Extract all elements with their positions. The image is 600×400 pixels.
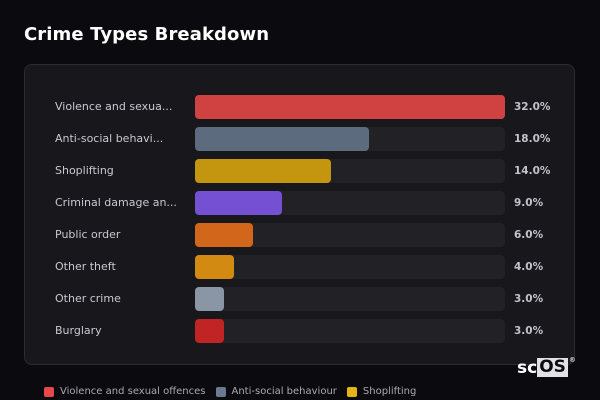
legend-swatch-icon: [215, 386, 226, 397]
bar-value: 3.0%: [514, 325, 544, 337]
bar-track: [195, 159, 505, 183]
bar-row: Other crime 3.0%: [25, 287, 574, 311]
bar-row: Other theft 4.0%: [25, 255, 574, 279]
bar-track: [195, 287, 505, 311]
bar-label: Public order: [55, 228, 121, 241]
legend-item[interactable]: Shoplifting: [346, 386, 417, 397]
bar-label: Violence and sexua...: [55, 100, 173, 113]
bar-track: [195, 95, 505, 119]
bar-value: 4.0%: [514, 261, 544, 273]
bar[interactable]: [195, 319, 224, 343]
bar[interactable]: [195, 287, 224, 311]
bar-row: Criminal damage an... 9.0%: [25, 191, 574, 215]
chart-card: Violence and sexua... 32.0% Anti-social …: [24, 64, 575, 365]
bar-track: [195, 319, 505, 343]
bar-label: Shoplifting: [55, 164, 114, 177]
bar-label: Criminal damage an...: [55, 196, 177, 209]
watermark-logo: sc OS ®: [517, 356, 576, 378]
bar-row: Burglary 3.0%: [25, 319, 574, 343]
bar[interactable]: [195, 223, 253, 247]
bar-label: Other theft: [55, 260, 116, 273]
legend-label: Anti-social behaviour: [231, 386, 337, 397]
bar-track: [195, 191, 505, 215]
legend-item[interactable]: Violence and sexual offences: [44, 386, 206, 397]
bar[interactable]: [195, 191, 282, 215]
legend-label: Violence and sexual offences: [60, 386, 206, 397]
bar-row: Public order 6.0%: [25, 223, 574, 247]
bar[interactable]: [195, 159, 331, 183]
bar-row: Shoplifting 14.0%: [25, 159, 574, 183]
bar-value: 3.0%: [514, 293, 544, 305]
chart-legend: Violence and sexual offences Anti-social…: [44, 386, 416, 397]
bar[interactable]: [195, 127, 369, 151]
bar-track: [195, 127, 505, 151]
registered-mark: ®: [568, 356, 576, 364]
bar-value: 9.0%: [514, 197, 544, 209]
bar-value: 14.0%: [514, 165, 551, 177]
bar-value: 32.0%: [514, 101, 551, 113]
bar-label: Burglary: [55, 324, 102, 337]
chart-title: Crime Types Breakdown: [24, 24, 270, 45]
logo-suffix: OS: [537, 357, 568, 377]
bar-row: Violence and sexua... 32.0%: [25, 95, 574, 119]
bar-value: 6.0%: [514, 229, 544, 241]
legend-swatch-icon: [346, 386, 357, 397]
legend-label: Shoplifting: [362, 386, 417, 397]
legend-swatch-icon: [44, 386, 54, 397]
bar-track: [195, 223, 505, 247]
bar-row: Anti-social behavi... 18.0%: [25, 127, 574, 151]
bar-label: Other crime: [55, 292, 121, 305]
bar[interactable]: [195, 95, 505, 119]
bar-label: Anti-social behavi...: [55, 132, 164, 145]
bar[interactable]: [195, 255, 234, 279]
bar-track: [195, 255, 505, 279]
logo-prefix: sc: [517, 358, 538, 378]
bar-value: 18.0%: [514, 133, 551, 145]
legend-item[interactable]: Anti-social behaviour: [215, 386, 337, 397]
